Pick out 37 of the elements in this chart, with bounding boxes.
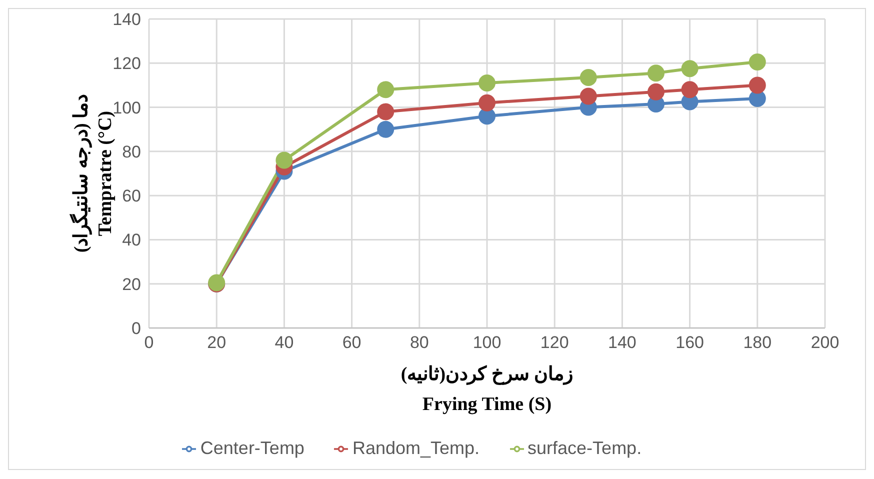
y-tick-label: 20: [122, 274, 141, 294]
point: [748, 90, 766, 107]
point: [478, 94, 496, 112]
x-tick-label: 200: [810, 333, 840, 352]
y-tick-label: 120: [112, 54, 141, 74]
x-tick-label: 100: [472, 333, 502, 352]
point: [377, 103, 394, 120]
legend-label: Random_Temp.: [352, 438, 480, 458]
legend-label: surface-Temp.: [528, 438, 642, 458]
x-tick-label: 160: [676, 333, 704, 352]
point: [648, 64, 664, 82]
point: [648, 83, 664, 100]
point: [478, 108, 496, 125]
point: [580, 68, 597, 86]
point: [580, 88, 597, 105]
x-tick-label: 140: [608, 333, 636, 352]
x-tick-label: 120: [540, 333, 569, 352]
y-tick-label: 140: [112, 10, 141, 30]
x-tick-label: 0: [144, 333, 154, 352]
point: [748, 54, 766, 71]
point: [276, 152, 293, 169]
point: [377, 120, 394, 138]
y-tick-label: 60: [122, 186, 141, 206]
legend-label: Center-Temp: [200, 438, 304, 458]
x-tick-label: 60: [342, 333, 362, 352]
y-tick-label: 80: [122, 142, 141, 162]
point: [681, 60, 698, 78]
x-tick-label: 180: [743, 333, 772, 352]
point: [377, 81, 394, 98]
point: [681, 81, 698, 98]
point: [478, 74, 496, 92]
x-tick-label: 80: [410, 333, 429, 352]
point: [748, 76, 766, 94]
y-tick-label: 40: [122, 230, 141, 250]
x-tick-label: 40: [274, 333, 294, 352]
y-tick-label: 0: [132, 319, 141, 338]
x-tick-label: 20: [207, 333, 226, 352]
